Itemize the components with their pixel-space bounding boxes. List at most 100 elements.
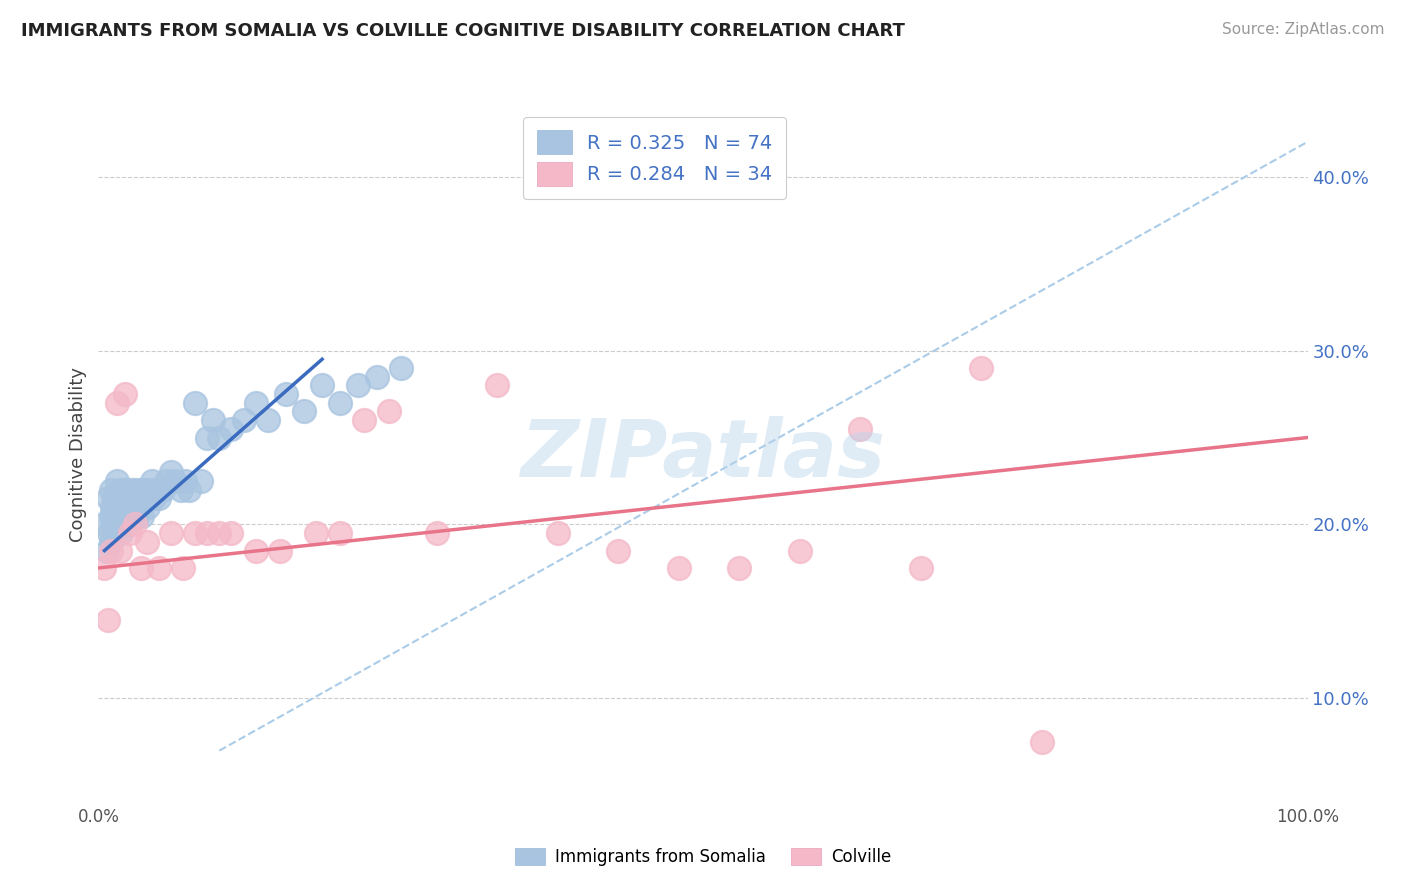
Point xyxy=(195,526,218,541)
Point xyxy=(100,508,122,523)
Point xyxy=(152,483,174,497)
Point xyxy=(329,526,352,541)
Point xyxy=(138,483,160,497)
Point xyxy=(256,413,278,427)
Point xyxy=(124,500,146,514)
Point xyxy=(245,543,267,558)
Point xyxy=(118,517,141,532)
Point xyxy=(849,422,872,436)
Point xyxy=(970,361,993,376)
Point xyxy=(103,491,125,506)
Point xyxy=(141,474,163,488)
Point xyxy=(93,517,115,532)
Point xyxy=(221,526,243,541)
Point xyxy=(292,404,315,418)
Legend: Immigrants from Somalia, Colville: Immigrants from Somalia, Colville xyxy=(506,840,900,875)
Point xyxy=(114,483,136,497)
Point xyxy=(100,543,122,558)
Point xyxy=(108,517,131,532)
Point xyxy=(1031,735,1053,749)
Point xyxy=(145,483,167,497)
Point xyxy=(121,508,143,523)
Point xyxy=(221,422,243,436)
Point xyxy=(111,500,134,514)
Point xyxy=(728,561,751,575)
Point xyxy=(232,413,254,427)
Point xyxy=(269,543,291,558)
Point xyxy=(377,404,399,418)
Point xyxy=(910,561,932,575)
Point xyxy=(105,474,128,488)
Point xyxy=(127,508,149,523)
Point xyxy=(132,491,155,506)
Point xyxy=(124,483,146,497)
Point xyxy=(208,430,231,444)
Y-axis label: Cognitive Disability: Cognitive Disability xyxy=(69,368,87,542)
Text: Source: ZipAtlas.com: Source: ZipAtlas.com xyxy=(1222,22,1385,37)
Point xyxy=(155,474,177,488)
Point xyxy=(129,561,152,575)
Point xyxy=(121,500,143,514)
Point xyxy=(105,395,128,409)
Point xyxy=(104,526,127,541)
Point xyxy=(305,526,328,541)
Point xyxy=(114,500,136,514)
Point xyxy=(118,491,141,506)
Point xyxy=(108,543,131,558)
Point xyxy=(118,500,141,514)
Point xyxy=(100,483,122,497)
Point xyxy=(195,430,218,444)
Point xyxy=(177,483,201,497)
Point xyxy=(184,526,207,541)
Point xyxy=(668,561,690,575)
Point xyxy=(97,491,120,506)
Point xyxy=(110,526,132,541)
Point xyxy=(190,474,212,488)
Point xyxy=(143,491,166,506)
Point xyxy=(134,483,156,497)
Point xyxy=(202,413,225,427)
Point xyxy=(163,474,186,488)
Point xyxy=(131,508,153,523)
Point xyxy=(426,526,449,541)
Point xyxy=(389,361,412,376)
Point xyxy=(111,491,134,506)
Point xyxy=(547,526,569,541)
Point xyxy=(96,543,118,558)
Point xyxy=(184,395,207,409)
Text: IMMIGRANTS FROM SOMALIA VS COLVILLE COGNITIVE DISABILITY CORRELATION CHART: IMMIGRANTS FROM SOMALIA VS COLVILLE COGN… xyxy=(21,22,905,40)
Point xyxy=(100,534,122,549)
Point xyxy=(115,508,138,523)
Point xyxy=(122,491,145,506)
Point xyxy=(607,543,630,558)
Point xyxy=(108,500,131,514)
Point xyxy=(111,517,134,532)
Point xyxy=(148,561,170,575)
Point xyxy=(174,474,197,488)
Point xyxy=(97,613,120,627)
Point xyxy=(93,561,115,575)
Point xyxy=(245,395,267,409)
Point xyxy=(274,387,297,401)
Text: ZIPatlas: ZIPatlas xyxy=(520,416,886,494)
Point xyxy=(347,378,370,392)
Point xyxy=(329,395,352,409)
Point xyxy=(136,500,159,514)
Point xyxy=(169,483,191,497)
Point xyxy=(135,491,157,506)
Point xyxy=(311,378,333,392)
Point xyxy=(120,483,142,497)
Point xyxy=(128,483,150,497)
Point xyxy=(135,534,157,549)
Point xyxy=(98,526,121,541)
Point xyxy=(117,491,139,506)
Point xyxy=(100,500,122,514)
Point xyxy=(114,387,136,401)
Point xyxy=(101,517,124,532)
Point xyxy=(105,508,128,523)
Point xyxy=(486,378,509,392)
Point xyxy=(366,369,388,384)
Point xyxy=(125,491,148,506)
Point xyxy=(172,561,194,575)
Point xyxy=(118,526,141,541)
